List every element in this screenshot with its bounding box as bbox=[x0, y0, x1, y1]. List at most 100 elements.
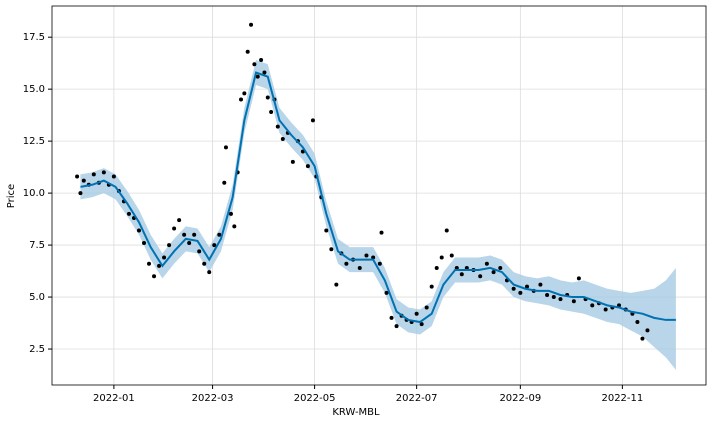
observation-point bbox=[635, 320, 640, 325]
observation-point bbox=[484, 261, 489, 266]
x-tick-label: 2022-05 bbox=[294, 393, 336, 404]
x-tick-label: 2022-11 bbox=[601, 393, 643, 404]
observation-point bbox=[640, 336, 645, 341]
observation-point bbox=[245, 49, 250, 54]
observation-point bbox=[152, 274, 157, 279]
y-axis-label: Price bbox=[6, 184, 17, 208]
plot-frame bbox=[51, 5, 707, 386]
observation-point bbox=[265, 95, 270, 100]
observation-point bbox=[78, 191, 83, 196]
observation-point bbox=[91, 172, 96, 177]
observation-point bbox=[414, 311, 419, 316]
x-tick-label: 2022-03 bbox=[192, 393, 234, 404]
observation-point bbox=[551, 295, 556, 300]
forecast-line bbox=[80, 71, 676, 324]
observation-point bbox=[429, 284, 434, 289]
x-tick-label: 2022-09 bbox=[499, 393, 541, 404]
observation-point bbox=[364, 253, 369, 258]
observation-point bbox=[310, 118, 315, 123]
x-axis-label: KRW-MBL bbox=[332, 407, 380, 418]
observation-point bbox=[590, 303, 595, 308]
observation-point bbox=[111, 174, 116, 179]
observation-point bbox=[147, 261, 152, 266]
observation-point bbox=[167, 243, 172, 248]
observation-point bbox=[290, 159, 295, 164]
observation-point bbox=[136, 228, 141, 233]
observation-point bbox=[454, 265, 459, 270]
observation-point bbox=[187, 241, 192, 246]
x-tick-label: 2022-07 bbox=[396, 393, 438, 404]
observation-point bbox=[478, 274, 483, 279]
observation-point bbox=[357, 265, 362, 270]
observation-point bbox=[511, 286, 516, 291]
y-tick-label: 10.0 bbox=[23, 188, 45, 199]
observation-point bbox=[252, 62, 257, 67]
observation-point bbox=[645, 328, 650, 333]
observation-point bbox=[141, 241, 146, 246]
observation-point bbox=[101, 170, 106, 175]
observation-point bbox=[379, 230, 384, 235]
observation-point bbox=[518, 290, 523, 295]
observation-point bbox=[424, 305, 429, 310]
observation-point bbox=[239, 97, 244, 102]
observation-point bbox=[232, 224, 237, 229]
observation-point bbox=[419, 322, 424, 327]
y-tick-label: 2.5 bbox=[29, 344, 45, 355]
observation-point bbox=[222, 180, 227, 185]
observation-point bbox=[394, 324, 399, 329]
observation-point bbox=[259, 58, 264, 63]
observation-point bbox=[384, 290, 389, 295]
observation-point bbox=[81, 178, 86, 183]
observation-point bbox=[192, 232, 197, 237]
observation-point bbox=[217, 232, 222, 237]
observation-point bbox=[444, 228, 449, 233]
observation-point bbox=[538, 282, 543, 287]
observation-point bbox=[242, 91, 247, 96]
observation-point bbox=[439, 255, 444, 260]
observation-point bbox=[162, 255, 167, 260]
observation-point bbox=[305, 164, 310, 169]
observation-point bbox=[449, 253, 454, 258]
observation-point bbox=[262, 70, 267, 75]
observation-point bbox=[334, 282, 339, 287]
observation-point bbox=[207, 270, 212, 275]
y-tick-label: 5.0 bbox=[29, 292, 45, 303]
observation-point bbox=[377, 261, 382, 266]
y-tick-label: 17.5 bbox=[23, 32, 45, 43]
observation-point bbox=[202, 261, 207, 266]
observation-point bbox=[255, 74, 260, 79]
x-tick-label: 2022-01 bbox=[93, 393, 135, 404]
observation-point bbox=[228, 211, 233, 216]
observation-point bbox=[280, 137, 285, 142]
observation-point bbox=[498, 265, 503, 270]
observation-point bbox=[371, 255, 376, 260]
y-tick-label: 7.5 bbox=[29, 240, 45, 251]
observation-point bbox=[182, 232, 187, 237]
uncertainty-band bbox=[80, 60, 676, 370]
observation-point bbox=[249, 22, 254, 27]
observation-point bbox=[491, 270, 496, 275]
observation-point bbox=[126, 211, 131, 216]
observation-point bbox=[75, 174, 80, 179]
observation-point bbox=[197, 249, 202, 254]
y-tick-label: 12.5 bbox=[23, 136, 45, 147]
observation-point bbox=[576, 276, 581, 281]
observation-point bbox=[275, 124, 280, 129]
observation-point bbox=[212, 243, 217, 248]
observation-point bbox=[434, 265, 439, 270]
observation-point bbox=[525, 284, 530, 289]
observation-point bbox=[223, 145, 228, 150]
y-tick-label: 15.0 bbox=[23, 84, 45, 95]
observation-point bbox=[571, 299, 576, 304]
observation-point bbox=[603, 307, 608, 312]
observation-point bbox=[177, 218, 182, 223]
observation-point bbox=[545, 292, 550, 297]
observation-point bbox=[459, 272, 464, 277]
observation-point bbox=[172, 226, 177, 231]
observation-point bbox=[344, 261, 349, 266]
observation-point bbox=[269, 110, 274, 115]
observation-point bbox=[329, 247, 334, 252]
observation-point bbox=[558, 297, 563, 302]
